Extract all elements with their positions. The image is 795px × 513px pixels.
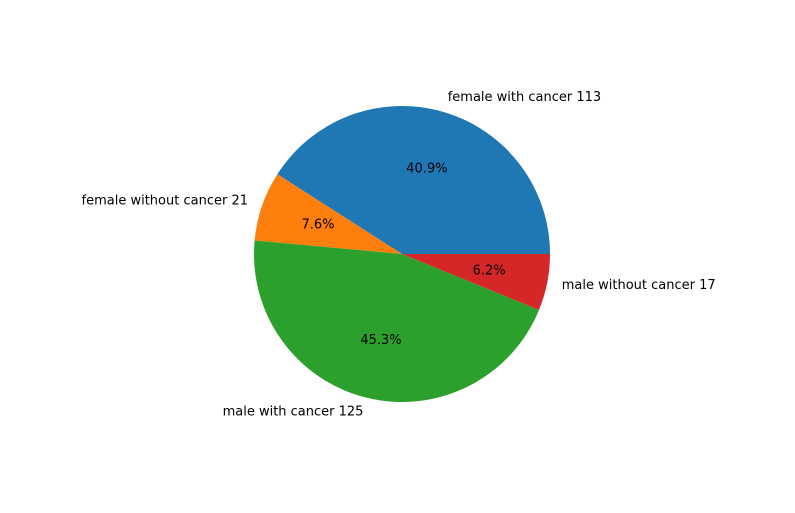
slice-category-label: male without cancer 17 bbox=[562, 278, 716, 293]
pie-slice bbox=[402, 254, 550, 310]
slice-percent-label: 7.6% bbox=[301, 218, 334, 233]
pie-slice bbox=[254, 174, 402, 254]
slice-category-label: female without cancer 21 bbox=[82, 194, 248, 209]
pie-slice bbox=[254, 240, 540, 403]
slices-layer bbox=[254, 106, 550, 403]
slice-category-label: female with cancer 113 bbox=[448, 90, 601, 105]
slice-percent-label: 6.2% bbox=[473, 264, 506, 279]
slice-percent-label: 40.9% bbox=[406, 161, 447, 176]
slice-percent-label: 45.3% bbox=[360, 333, 401, 348]
pie-slice bbox=[277, 106, 550, 254]
slice-category-label: male with cancer 125 bbox=[223, 405, 364, 420]
labels-layer: 40.9% female with cancer 113 7.6% female wi… bbox=[82, 90, 716, 419]
